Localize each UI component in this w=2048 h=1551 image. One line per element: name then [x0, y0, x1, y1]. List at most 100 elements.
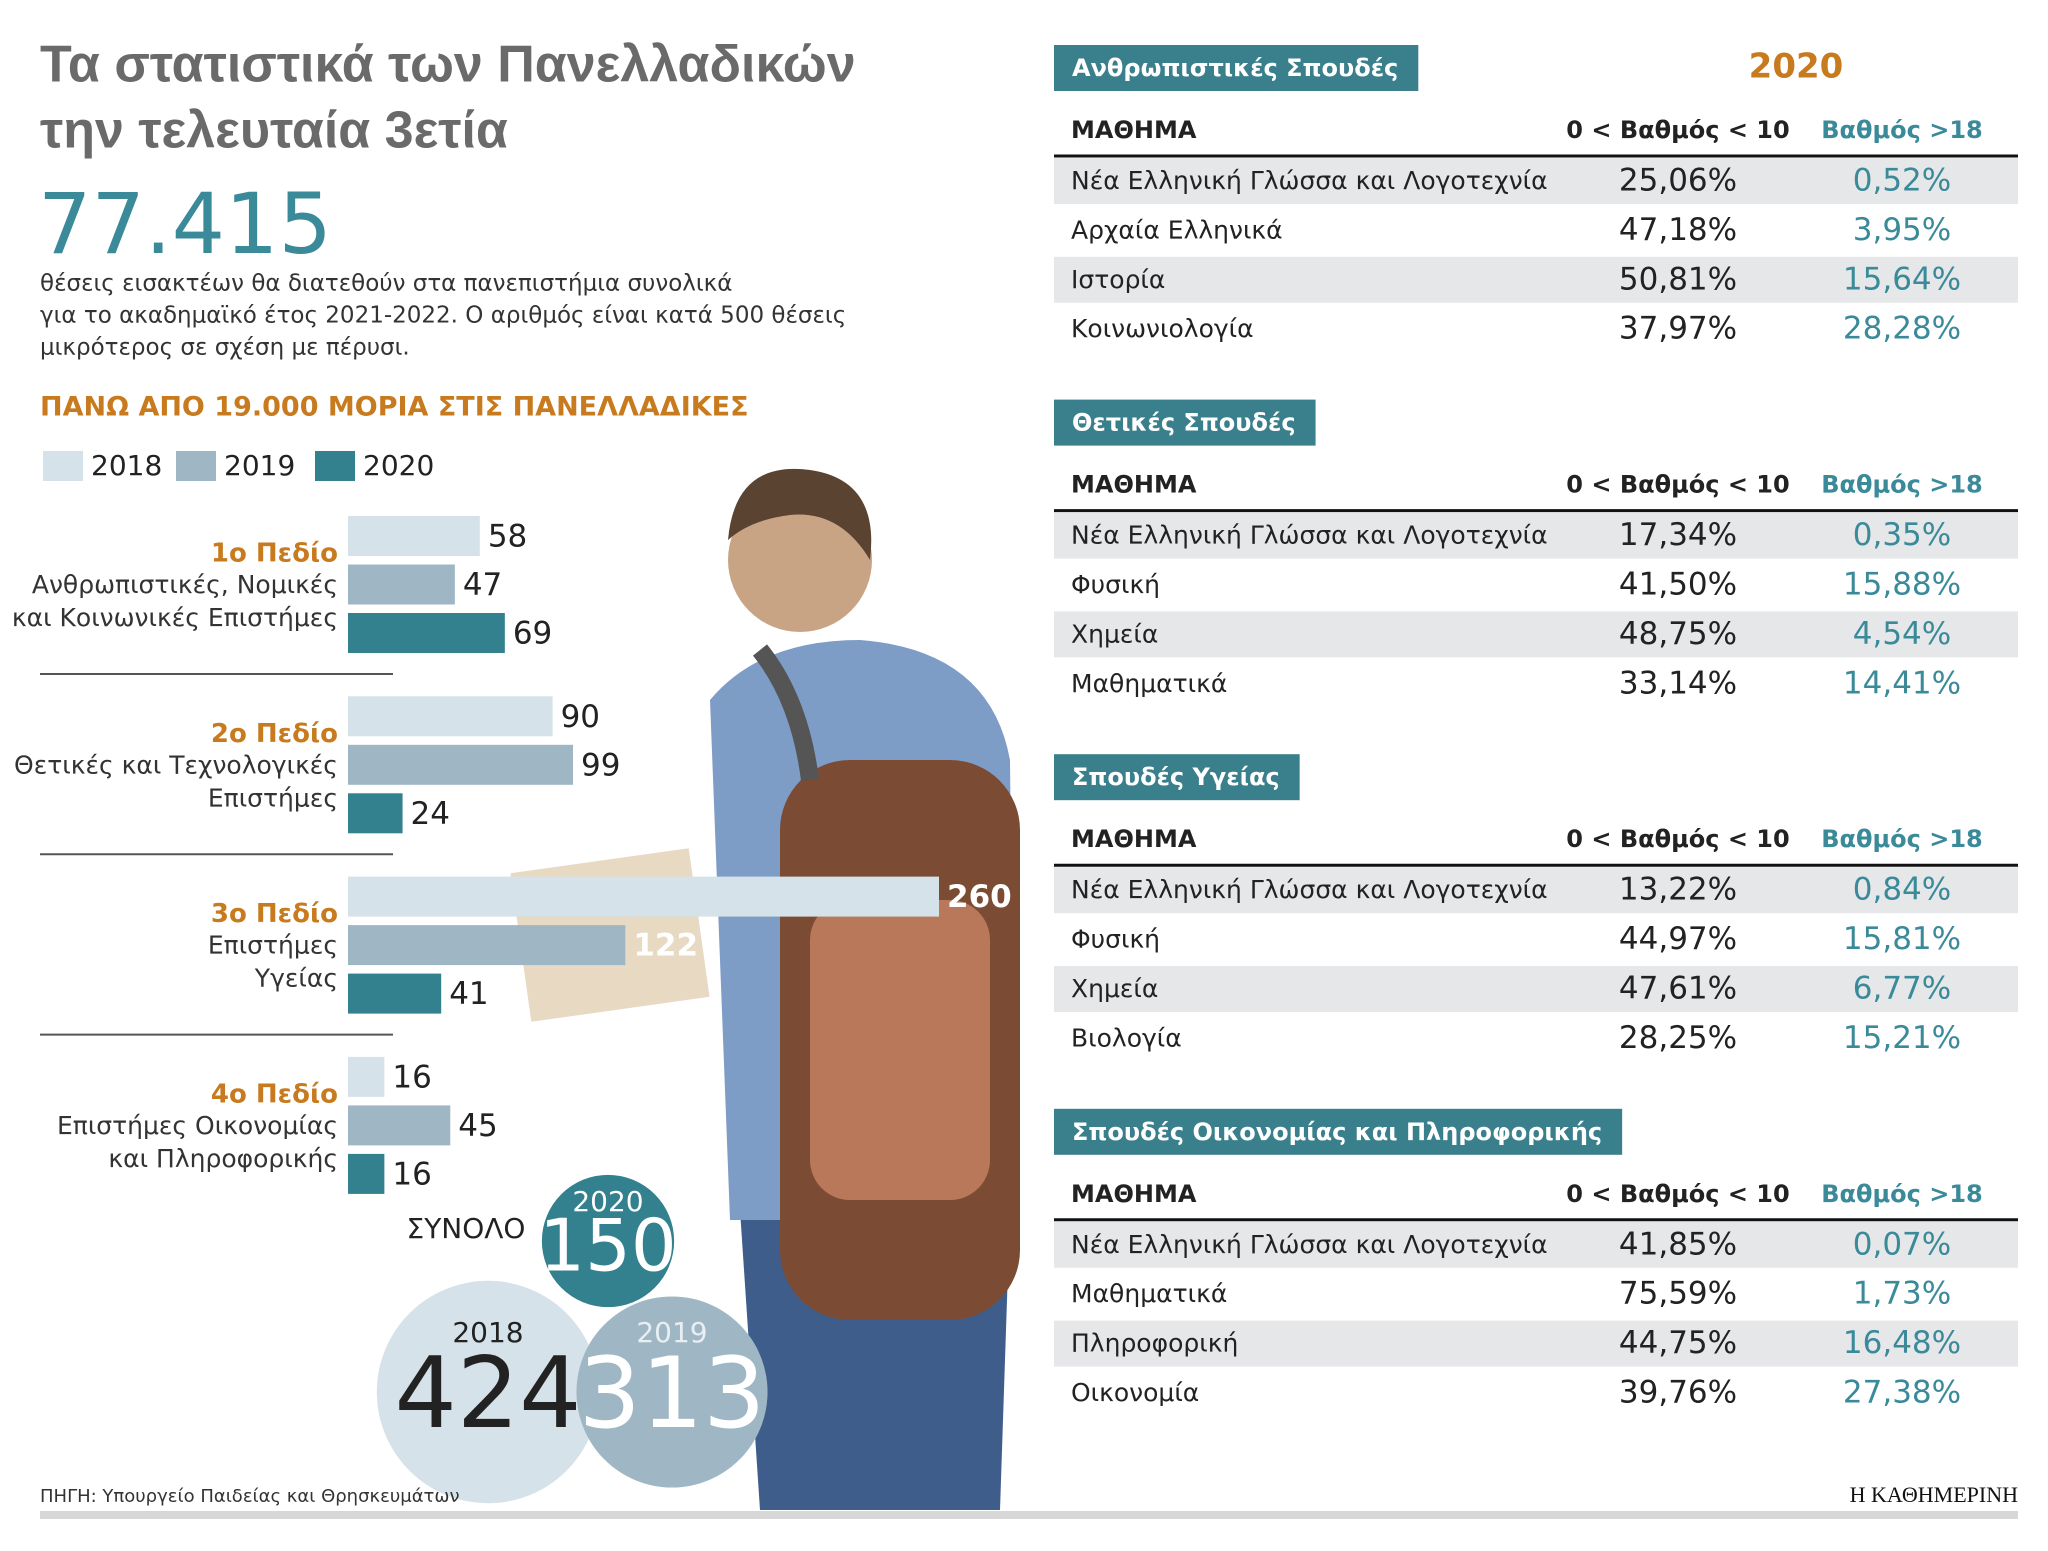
row-label: Ιστορία — [1071, 265, 1165, 294]
category-label: 4ο Πεδίο — [211, 1079, 338, 1109]
title: Τα στατιστικά των Πανελλαδικών — [40, 36, 856, 94]
cell-value: 0,07% — [1853, 1226, 1951, 1262]
cell-value: 33,14% — [1619, 665, 1737, 701]
row-label: Οικονομία — [1071, 1378, 1199, 1407]
value-label: 90 — [561, 699, 600, 735]
legend-label: 2019 — [224, 449, 295, 482]
section-tab — [1054, 399, 1316, 446]
cell-value: 15,64% — [1843, 261, 1961, 297]
column-header: 0 < Βαθμός < 10 — [1566, 825, 1789, 853]
row-label: Φυσική — [1071, 925, 1160, 954]
row-shade — [1054, 867, 2018, 914]
cell-value: 13,22% — [1619, 872, 1737, 908]
bar — [348, 1153, 385, 1194]
total-year: 2019 — [636, 1316, 707, 1349]
legend-swatch — [176, 451, 216, 481]
section-title: Σπουδές Υγείας — [1072, 763, 1280, 791]
row-label: Χημεία — [1071, 619, 1158, 648]
cell-value: 41,50% — [1619, 567, 1737, 603]
bar — [348, 973, 442, 1014]
tables-year: 2020 — [1749, 47, 1844, 87]
category-description: Ανθρωπιστικές, Νομικές — [32, 570, 338, 599]
cell-value: 15,21% — [1843, 1020, 1961, 1056]
cell-value: 37,97% — [1619, 311, 1737, 347]
row-label: Μαθηματικά — [1071, 669, 1227, 698]
total-value: 313 — [578, 1337, 765, 1451]
bar — [348, 564, 455, 605]
row-label: Νέα Ελληνική Γλώσσα και Λογοτεχνία — [1071, 875, 1548, 904]
column-header: 0 < Βαθμός < 10 — [1566, 471, 1789, 499]
legend-label: 2018 — [91, 449, 162, 482]
category-label: 2ο Πεδίο — [211, 719, 338, 749]
cell-value: 47,18% — [1619, 212, 1737, 248]
category-label: 1ο Πεδίο — [211, 539, 338, 569]
total-bubble — [576, 1296, 768, 1488]
value-label: 260 — [947, 879, 1012, 915]
legend-swatch — [315, 451, 355, 481]
bar — [348, 696, 553, 737]
bar — [348, 516, 480, 556]
bar — [348, 744, 574, 785]
chart-title: ΠΑΝΩ ΑΠΟ 19.000 ΜΟΡΙΑ ΣΤΙΣ ΠΑΝΕΛΛΑΔΙΚΕΣ — [40, 392, 749, 423]
column-header: 0 < Βαθμός < 10 — [1566, 116, 1789, 144]
bar — [348, 1056, 385, 1097]
row-label: Βιολογία — [1071, 1023, 1182, 1052]
cell-value: 44,75% — [1619, 1325, 1737, 1361]
category-description: Επιστήμες — [208, 783, 338, 812]
row-shade — [1054, 512, 2018, 559]
cell-value: 39,76% — [1619, 1375, 1737, 1411]
row-shade — [1054, 158, 2018, 204]
cell-value: 50,81% — [1619, 261, 1737, 297]
legend-label: 2020 — [363, 449, 434, 482]
row-label: Φυσική — [1071, 570, 1160, 599]
cell-value: 14,41% — [1843, 665, 1961, 701]
legend-swatch — [43, 451, 83, 481]
description: για το ακαδημαϊκό έτος 2021-2022. Ο αριθ… — [40, 303, 846, 329]
section-tab — [1054, 1108, 1623, 1155]
cell-value: 41,85% — [1619, 1226, 1737, 1262]
value-label: 58 — [488, 519, 527, 555]
cell-value: 15,88% — [1843, 567, 1961, 603]
column-header: ΜΑΘΗΜΑ — [1071, 1180, 1197, 1208]
category-description: Θετικές και Τεχνολογικές — [14, 750, 338, 779]
cell-value: 17,34% — [1619, 517, 1737, 553]
cell-value: 1,73% — [1853, 1276, 1951, 1312]
value-label: 16 — [392, 1059, 431, 1095]
description: μικρότερος σε σχέση με πέρυσι. — [40, 335, 410, 361]
value-label: 24 — [411, 796, 450, 832]
row-label: Μαθηματικά — [1071, 1279, 1227, 1308]
row-label: Νέα Ελληνική Γλώσσα και Λογοτεχνία — [1071, 1230, 1548, 1259]
value-label: 99 — [581, 747, 620, 783]
cell-value: 6,77% — [1853, 971, 1951, 1007]
big-number: 77.415 — [38, 175, 332, 273]
row-shade — [1054, 1221, 2018, 1268]
cell-value: 4,54% — [1853, 616, 1951, 652]
bar — [348, 1105, 451, 1146]
cell-value: 28,25% — [1619, 1020, 1737, 1056]
source: ΠΗΓΗ: Υπουργείο Παιδείας και Θρησκευμάτω… — [40, 1486, 460, 1507]
column-header: Βαθμός >18 — [1821, 1180, 1983, 1208]
category-label: 3ο Πεδίο — [211, 899, 338, 929]
value-label: 45 — [458, 1108, 497, 1144]
column-header: 0 < Βαθμός < 10 — [1566, 1180, 1789, 1208]
row-label: Νέα Ελληνική Γλώσσα και Λογοτεχνία — [1071, 166, 1548, 195]
cell-value: 28,28% — [1843, 311, 1961, 347]
column-header: Βαθμός >18 — [1821, 471, 1983, 499]
section-tab — [1054, 45, 1419, 91]
cell-value: 75,59% — [1619, 1276, 1737, 1312]
section-title: Σπουδές Οικονομίας και Πληροφορικής — [1072, 1118, 1602, 1146]
brand: Η ΚΑΘΗΜΕΡΙΝΗ — [1850, 1482, 2018, 1507]
value-label: 47 — [463, 567, 502, 603]
section-title: Θετικές Σπουδές — [1072, 409, 1296, 437]
row-shade — [1054, 1320, 2018, 1367]
section-title: Ανθρωπιστικές Σπουδές — [1072, 54, 1398, 82]
row-shade — [1054, 256, 2018, 303]
value-label: 122 — [633, 928, 698, 964]
category-description: και Πληροφορικής — [108, 1144, 338, 1173]
cell-value: 27,38% — [1843, 1375, 1961, 1411]
cell-value: 0,84% — [1853, 872, 1951, 908]
value-label: 69 — [513, 616, 552, 652]
